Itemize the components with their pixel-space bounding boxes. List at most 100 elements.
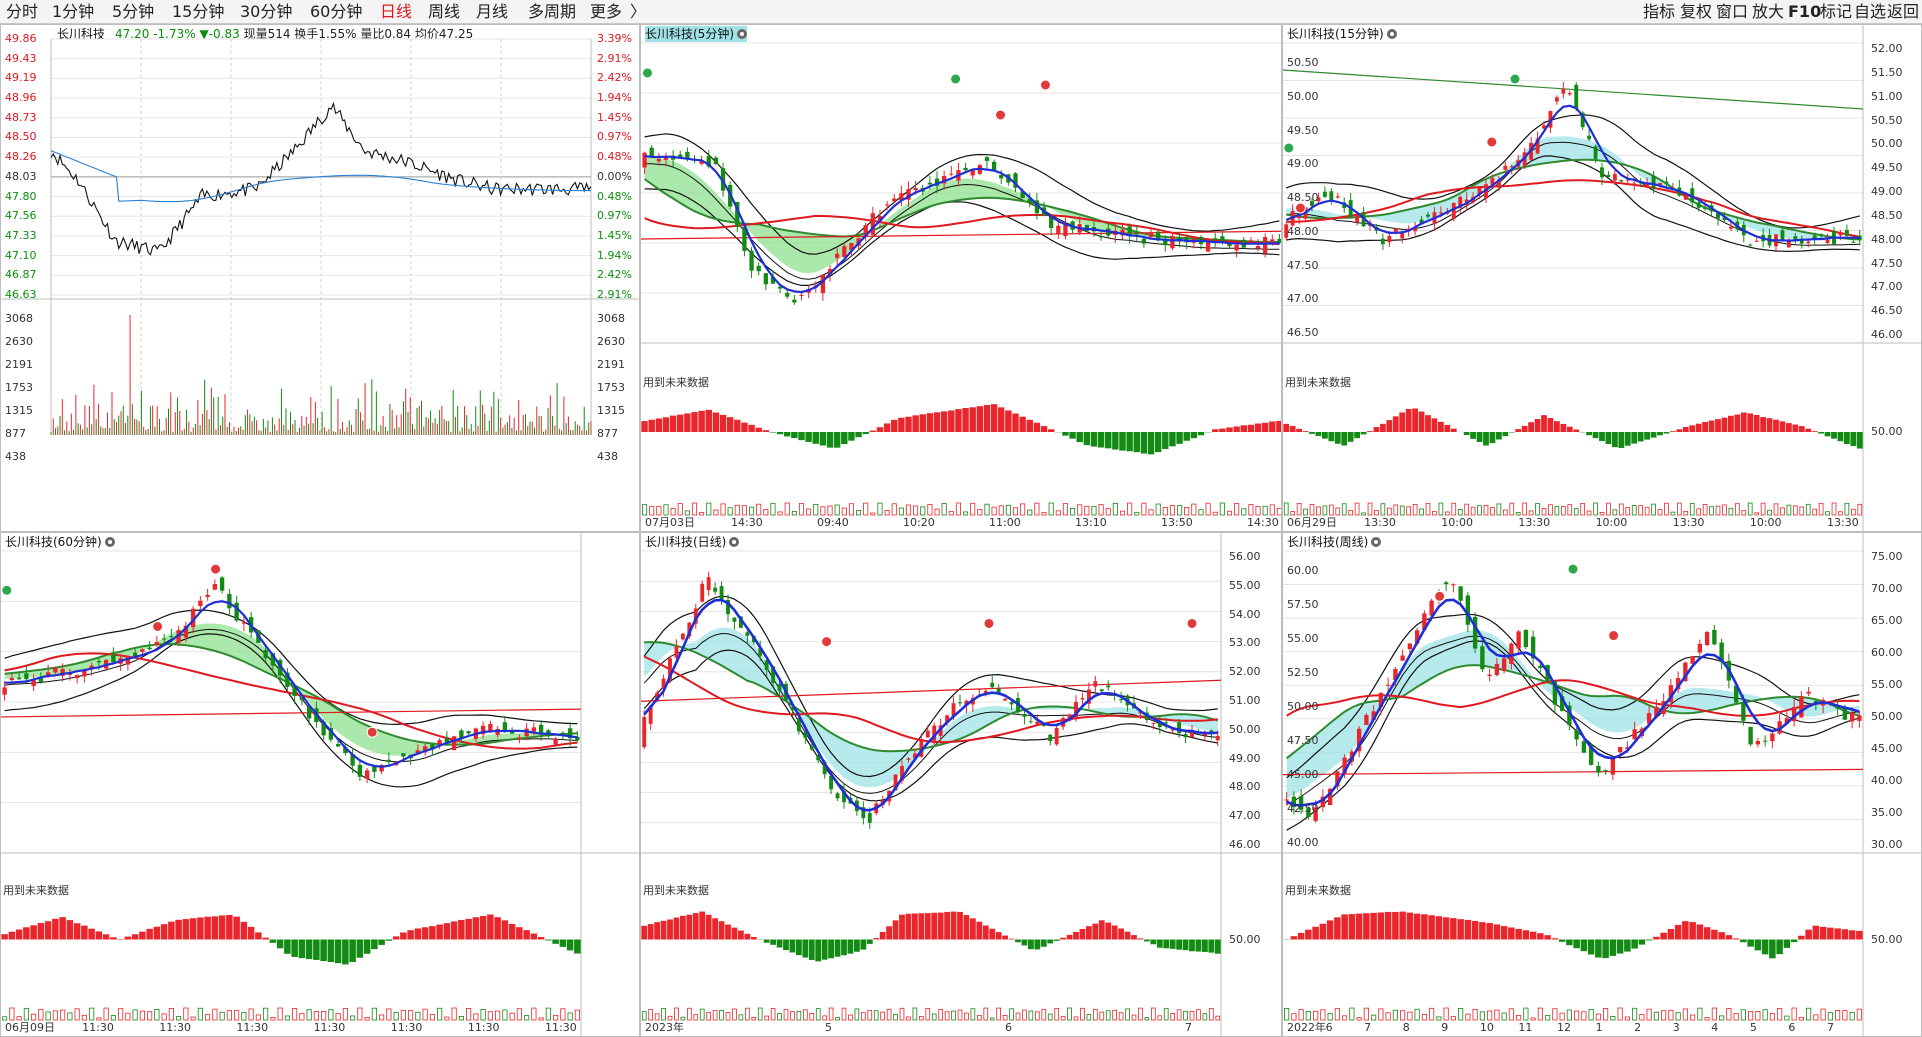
zoom-button[interactable]: 放大 [1752,2,1785,21]
volume-bar [1183,1010,1188,1021]
future-data-label: 用到未来数据 [1285,884,1351,897]
volume-bar [1799,506,1805,516]
volume-bar [1348,509,1353,516]
volume-bar [1290,511,1295,516]
bollinger-upper [1286,613,1860,779]
volume-bar [1022,1009,1027,1021]
panel-title-text: 长川科技(5分钟) [645,27,734,41]
volume-bar [1320,1009,1326,1021]
chart-60min-panel[interactable]: 长川科技(60分钟) 用到未来数据 06月09日 11:30 11:30 11:30 1… [0,532,640,1037]
volume-bar [1444,511,1450,516]
candle [1755,741,1761,745]
candle [964,700,969,706]
volume-bar [809,1013,815,1021]
price-axis-label: 49.00 [1871,185,1903,198]
volume-bar [1791,1007,1797,1021]
candle [816,754,821,761]
price-axis-label-left: 55.00 [1287,632,1319,645]
candle [45,672,51,676]
gear-icon[interactable] [1386,29,1397,39]
tab-15min[interactable]: 15分钟 [172,2,225,21]
trend-line [1283,768,1864,776]
candle [538,724,544,734]
indicator-button[interactable]: 指标 [1643,2,1676,21]
tab-30min[interactable]: 30分钟 [240,2,293,21]
chart-5min-panel[interactable]: 长川科技(5分钟) 用到未来数据 07月03日 14:30 09:40 10:20 11… [640,24,1282,532]
adjust-button[interactable]: 复权 [1680,2,1713,21]
volume-bar [1523,1007,1529,1021]
candle [1170,236,1175,249]
candle [1106,685,1111,688]
volume-bar [1432,511,1437,516]
price-axis-label: 51.50 [1871,65,1903,79]
candle [430,744,435,750]
candle [1654,706,1659,717]
tab-daily[interactable]: 日线 [380,2,413,21]
volume-bar [1530,1017,1536,1021]
price-axis-label-left: 47.00 [1287,292,1319,306]
volume-bar [400,1009,406,1021]
candle [1851,241,1856,243]
tab-more[interactable]: 更多 [590,2,623,21]
ma-line-blue [1285,104,1860,242]
candle [1806,241,1811,244]
pct-axis-label: 1.45% [597,110,632,124]
f10-button[interactable]: F10 [1788,2,1822,21]
volume-axis-label: 877 [597,427,618,440]
tab-intraday[interactable]: 分时 [6,2,39,21]
volume-bar [480,1009,486,1021]
volume-bar [1690,1014,1696,1021]
mark-button[interactable]: 标记 [1820,2,1853,21]
volume-bar [1073,1016,1079,1021]
volume-bar [1849,1011,1855,1021]
chart-15min-panel[interactable]: 长川科技(15分钟) 用到未来数据 06月29日 13:30 10:00 13:30 1… [1282,24,1922,532]
time-axis-label: 11:30 [313,1021,346,1034]
volume-bar [1371,1014,1377,1021]
signal-icon [983,617,995,629]
intraday-panel[interactable]: 长川科技 47.20 -1.73% ▼-0.83 现量514 换手1.55% 量… [0,24,640,532]
volume-bar [1157,1015,1163,1021]
volume-bar [1574,1010,1580,1021]
tab-60min[interactable]: 60分钟 [310,2,363,21]
price-axis-label: 51.00 [1871,89,1903,103]
volume-bar [1436,1016,1442,1021]
down-arrow-icon: ▼ [199,27,209,41]
gear-icon[interactable] [729,537,740,547]
volume-bar [1305,1011,1311,1021]
tab-1min[interactable]: 1分钟 [52,2,95,21]
chart-weekly-panel[interactable]: 长川科技(周线) 用到未来数据 2022年 6 7 8 9 10 11 12 1 2 3 4 5 6 7 75… [1282,532,1922,1037]
volume-bar [1309,503,1315,516]
watchlist-button[interactable]: 自选 [1854,2,1887,21]
volume-bar [927,503,933,516]
volume-bar [784,502,790,516]
candle [212,583,218,590]
volume-bar [1219,502,1225,516]
volume-bar [1276,507,1281,516]
candle [1277,238,1281,243]
tab-weekly[interactable]: 周线 [428,2,461,21]
candle [906,758,911,760]
candle [900,766,904,781]
tab-multi-period[interactable]: 多周期 [528,2,577,21]
gear-icon[interactable] [737,29,747,39]
gear-icon[interactable] [104,537,115,547]
back-button[interactable]: 返回 [1887,2,1920,21]
bollinger-lower [1286,640,1860,831]
volume-bar [1820,1008,1826,1021]
tab-monthly[interactable]: 月线 [476,2,509,21]
volume-bar [670,508,676,516]
volume-bar [1296,502,1302,516]
candle [1646,713,1652,724]
volume-bar [190,1016,196,1021]
more-arrow-icon[interactable]: 〉 [630,2,647,21]
volume-bar [1062,503,1068,516]
volume-bar [1125,1008,1130,1021]
gear-icon[interactable] [1371,537,1382,547]
chart-daily-panel[interactable]: 长川科技(日线) 用到未来数据 2023年 5 6 7 56.00 55.00 54.00 5… [640,532,1282,1037]
volume-bar [110,1015,116,1021]
candle [1284,799,1289,801]
volume-bar [1494,1009,1500,1021]
window-button[interactable]: 窗口 [1716,2,1749,21]
volume-bar [1412,504,1418,516]
tab-5min[interactable]: 5分钟 [112,2,155,21]
